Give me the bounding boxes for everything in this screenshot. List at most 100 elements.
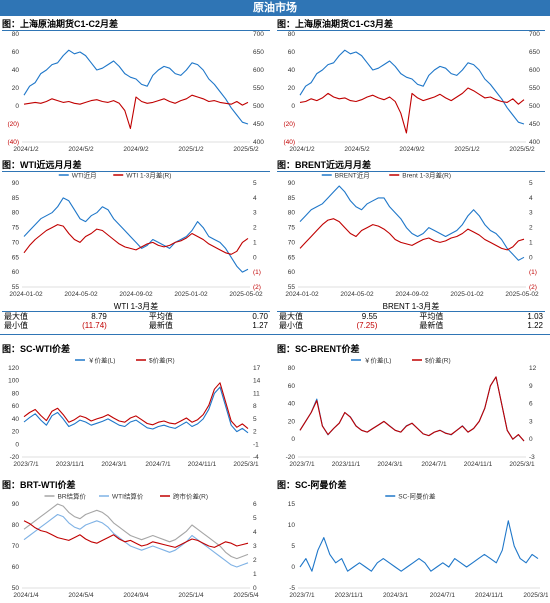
right-tick-label: 0 [253,254,257,261]
right-tick-label: 600 [253,67,264,74]
series-line [299,185,525,261]
series-line [23,513,249,568]
left-tick-label: 60 [12,403,20,410]
left-tick-label: 70 [12,239,20,246]
x-tick-label: 2025/1/2 [454,146,480,153]
right-tick-label: 0 [253,585,257,592]
series-line [23,382,249,430]
right-tick-label: 700 [253,31,264,38]
right-tick-label: 12 [529,365,537,372]
right-tick-label: 17 [253,365,261,372]
right-tick-label: 650 [529,49,540,56]
series-line [23,94,249,130]
right-tick-label: 2 [253,429,257,436]
left-tick-label: 80 [12,390,20,397]
legend-label: WTI 1-3月差(R) [126,171,171,180]
x-tick-label: 2023/7/1 [289,592,315,599]
panel-title-sc-brent: 图：SC-BRENT价差 [277,344,360,354]
brent-max-label: 最大值 [279,312,303,321]
legend-label: Brent 1-3月差(R) [402,171,451,180]
right-tick-label: 500 [529,103,540,110]
panel-title-sc-c1c2: 图：上海原油期货C1-C2月差 [2,17,270,31]
left-tick-label: 0 [291,436,295,443]
wti-stats-title: WTI 1-3月差 [2,302,270,312]
right-tick-label: (2) [253,284,261,291]
series-line [299,49,525,125]
x-tick-label: 2024/9/2 [123,146,149,153]
right-tick-label: 1 [253,571,257,578]
wti-min-value: (11.74) [82,321,107,330]
x-tick-label: 2024/11/1 [188,461,217,468]
x-tick-label: 2024-09-02 [119,291,153,298]
left-tick-label: 90 [12,501,20,508]
x-tick-label: 2025-01-02 [174,291,208,298]
right-tick-label: (1) [529,269,537,276]
left-tick-label: 60 [288,383,296,390]
legend-label: $价差(R) [425,356,451,365]
right-tick-label: 11 [253,390,260,397]
right-tick-label: 4 [253,529,257,536]
panel-title-wti-spread: 图：WTI近远月月差 [2,158,270,172]
series-line [23,520,249,548]
x-tick-label: 2024/5/2 [68,146,94,153]
left-tick-label: 0 [15,441,19,448]
left-tick-label: 15 [288,501,296,508]
brent-latest-label: 最新值 [419,321,444,330]
right-tick-label: 550 [529,85,540,92]
left-tick-label: 0 [15,103,19,110]
right-tick-label: -1 [253,441,259,448]
right-tick-label: 1 [529,239,533,246]
panel-title-brt-wti: 图：BRT-WTI价差 [2,480,76,490]
left-tick-label: -5 [289,585,295,592]
brent-min-label: 最小值 [279,321,303,330]
left-tick-label: 20 [12,429,20,436]
section-banner: 原油市场 [0,0,550,16]
left-tick-label: 65 [12,254,20,261]
right-tick-label: 600 [529,67,540,74]
right-tick-label: 5 [253,515,257,522]
chart-sc-brent: 80 60 40 20 0 -20 12 9 6 3 0 -3 2023/7/1 2023/11/1 202… [286,356,537,469]
x-tick-label: 2025/1/4 [178,592,204,599]
wti-avg-value: 0.70 [252,312,268,321]
right-tick-label: 1 [253,239,257,246]
panel-title-sc-wti: 图：SC-WTI价差 [2,344,70,354]
left-tick-label: 85 [288,195,296,202]
right-tick-label: 2 [253,557,257,564]
x-tick-label: 2024/9/2 [399,146,425,153]
legend-label: WTI近月 [72,171,97,180]
right-tick-label: 3 [529,210,533,217]
series-line [299,376,525,442]
right-tick-label: 14 [253,378,261,385]
left-tick-label: 0 [291,564,295,571]
wti-min-label: 最小值 [4,321,28,330]
right-tick-label: 450 [253,121,264,128]
left-tick-label: 55 [12,284,20,291]
left-tick-label: 60 [12,269,20,276]
left-tick-label: 40 [288,401,296,408]
x-tick-label: 2024-05-02 [64,291,98,298]
x-tick-label: 2024/1/4 [13,592,39,599]
x-tick-label: 2023/11/1 [335,592,364,599]
legend-label: WTI结算价 [112,492,144,501]
x-tick-label: 2024-01-02 [9,291,43,298]
left-tick-label: 75 [288,225,296,232]
x-tick-label: 2024-01-02 [285,291,319,298]
right-tick-label: -4 [253,454,259,461]
left-tick-label: 75 [12,225,20,232]
series-line [299,218,525,251]
wti-latest-value: 1.27 [252,321,268,330]
left-tick-label: 65 [288,254,296,261]
brent-latest-value: 1.22 [527,321,543,330]
x-tick-label: 2025-05-02 [505,291,539,298]
wti-max-value: 8.79 [91,312,107,321]
section-divider [0,334,550,335]
wti-latest-label: 最新值 [148,321,173,330]
right-tick-label: 4 [529,195,533,202]
series-line [23,386,249,434]
left-tick-label: 20 [288,85,296,92]
left-tick-label: 60 [288,49,296,56]
left-tick-label: 80 [288,31,296,38]
brent-max-value: 9.55 [361,312,378,321]
